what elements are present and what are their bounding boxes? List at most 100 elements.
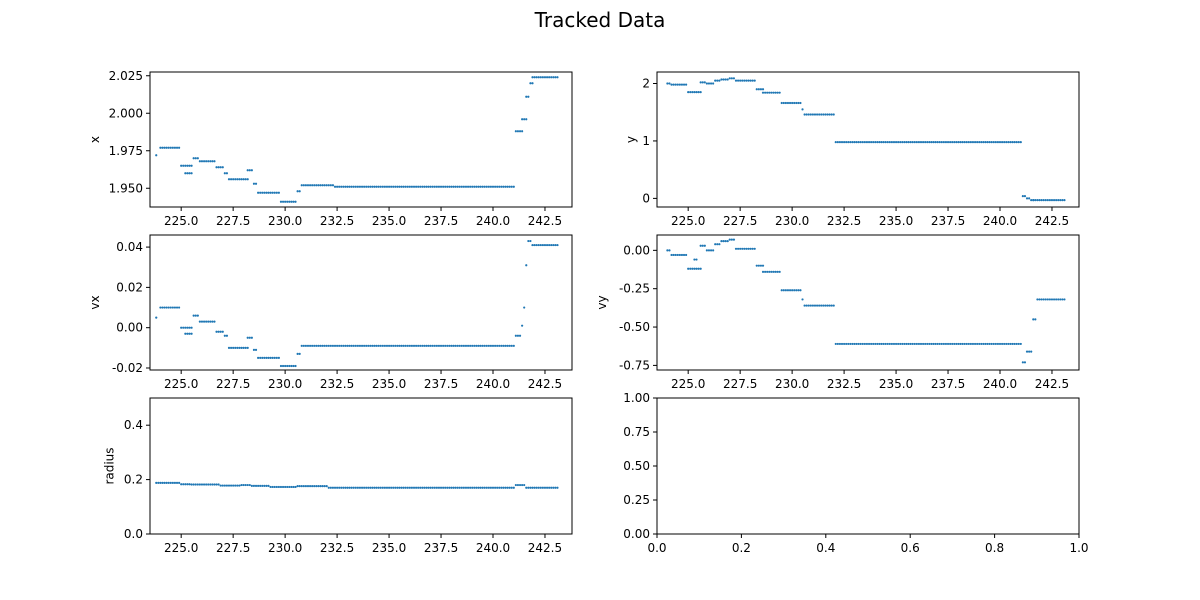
data-point [180,326,183,329]
axes-frame [149,397,573,535]
data-point [288,485,291,489]
data-point [541,243,545,247]
subplots: 225.0 227.5 230.0 232.5 235.0 237.5 240.0 242.5… [88,69,1089,555]
data-point [261,356,264,360]
data-point [508,185,511,188]
data-point [863,140,866,144]
data-point [365,185,368,188]
series-points [666,77,1066,202]
data-point [178,481,181,484]
data-point [865,342,869,346]
data-point [363,185,366,188]
data-point [757,88,760,91]
x-tick-label: 235.0 [372,377,406,391]
x-tick-label: 227.5 [216,541,250,555]
data-point [969,342,973,346]
data-point [452,185,455,188]
data-point [246,336,249,339]
data-point [992,140,995,144]
x-tick-label: 230.0 [268,541,302,555]
data-point [469,185,472,188]
data-point [822,304,825,307]
data-point [764,91,767,94]
x-tick-label: 0.2 [732,541,751,555]
data-point [1042,199,1045,202]
data-point [747,79,750,82]
data-point [329,184,332,187]
data-point [965,140,968,144]
data-point [924,342,927,346]
data-point [861,140,864,144]
data-point [976,342,979,346]
data-point [691,267,694,270]
data-point [311,485,314,488]
data-point [525,118,528,121]
data-point [286,364,289,368]
data-point [304,344,308,347]
axes-frame [656,234,1080,371]
data-point [240,483,243,487]
data-point [338,344,341,347]
data-point [799,101,802,105]
data-point [169,306,172,309]
data-point [870,140,873,144]
data-point [934,342,937,346]
data-point [240,178,243,181]
data-point [807,304,810,307]
data-point [392,185,395,188]
data-point [483,486,486,489]
data-point [458,486,461,489]
data-point [417,344,420,347]
data-point [259,191,262,194]
data-point [766,270,769,273]
data-point [421,344,424,347]
data-point [518,483,522,487]
data-point [205,320,208,323]
data-point [745,247,748,250]
data-point [840,342,844,346]
data-point [693,258,696,261]
data-point [695,258,698,261]
data-point [466,185,470,188]
data-point [248,336,251,339]
data-point [928,342,931,346]
data-point [1030,199,1033,202]
data-point [284,200,287,203]
data-point [321,184,324,187]
data-point [473,344,476,347]
data-point [163,306,166,309]
data-point [699,81,702,84]
data-point [946,140,950,144]
data-point [392,344,395,347]
data-point [521,324,524,327]
data-point [504,185,507,188]
data-point [512,486,515,489]
data-point [327,344,330,347]
data-point [793,101,796,105]
y-tick-label: 1.950 [109,181,143,195]
data-point [292,364,295,368]
data-point [838,140,842,144]
data-point [855,342,858,346]
data-point [1015,140,1018,144]
data-point [685,253,688,257]
data-point [525,486,528,489]
data-point [498,486,501,489]
x-tick-label: 0.4 [816,541,835,555]
axes-frame [656,71,1080,208]
x-tick-label: 225.0 [164,214,198,228]
data-point [978,140,981,144]
data-point [354,185,357,188]
data-point [1059,298,1062,301]
data-point [849,342,852,346]
data-point [371,486,374,489]
data-point [716,79,719,82]
data-point [527,239,530,243]
data-point [419,185,422,188]
data-point [429,185,432,188]
data-point [421,486,424,489]
data-point [500,185,503,188]
data-point [398,486,401,489]
data-point [699,244,702,247]
data-point [319,184,322,187]
